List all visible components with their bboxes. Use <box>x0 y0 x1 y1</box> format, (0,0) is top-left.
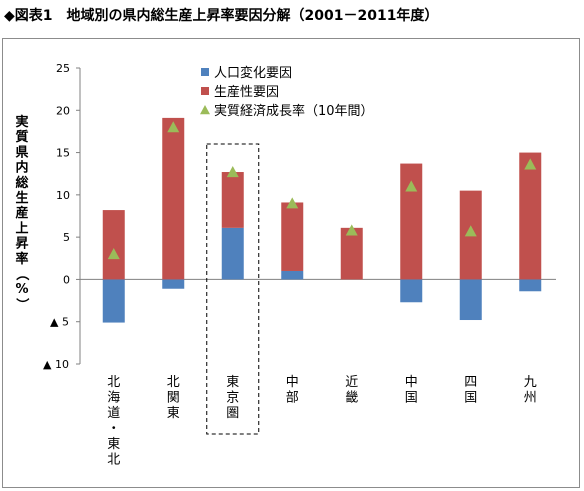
bar-productivity <box>519 152 542 280</box>
y-tick-label: 5 <box>63 231 70 244</box>
x-tick-label: 州 <box>524 391 537 406</box>
x-tick-label: 国 <box>464 391 477 406</box>
legend-swatch <box>201 68 209 76</box>
legend-swatch <box>201 87 209 95</box>
chart-title: ◆図表1 地域別の県内総生産上昇率要因分解（2001－2011年度） <box>4 8 439 24</box>
x-tick-label: 京 <box>226 391 239 406</box>
y-axis-label-char: 率 <box>15 251 28 267</box>
y-axis-label-char: 産 <box>15 205 28 221</box>
y-tick-label: ▲ 10 <box>43 358 69 371</box>
x-tick-label: 北 <box>107 453 120 468</box>
x-tick-label: 国 <box>405 391 418 406</box>
x-tick-label: 北 <box>167 375 180 390</box>
bar-population <box>221 227 244 280</box>
legend-label: 実質経済成長率（10年間） <box>214 103 374 119</box>
y-tick-labels: 25 20 15 10 5 0 ▲ 5 ▲ 10 <box>43 62 70 371</box>
x-tick-label: 九 <box>524 375 537 390</box>
growth-marker <box>107 248 120 260</box>
x-tick-label: 東 <box>107 436 120 452</box>
x-tick-label: ・ <box>107 422 120 437</box>
growth-marker <box>167 121 180 133</box>
y-tick-label: 10 <box>56 189 70 202</box>
bar-productivity <box>400 163 423 280</box>
bar-productivity <box>162 117 185 280</box>
x-tick-label: 圏 <box>226 406 239 421</box>
legend-label: 人口変化要因 <box>214 65 292 81</box>
x-tick-label: 東 <box>167 405 180 421</box>
bar-population <box>162 279 185 289</box>
x-tick-label: 中 <box>286 375 299 390</box>
x-tick-label: 海 <box>107 391 120 406</box>
bar-productivity <box>221 172 244 228</box>
bar-productivity <box>340 227 363 280</box>
markers <box>107 121 537 260</box>
highlight-box <box>206 143 260 435</box>
legend-swatch <box>200 105 210 115</box>
growth-marker <box>286 197 299 209</box>
y-axis-label-char: 県 <box>15 145 28 160</box>
bar-population <box>459 279 482 321</box>
y-axis-label-char: 総 <box>15 175 28 191</box>
y-axis-label-char: 実 <box>15 114 28 130</box>
x-tick-label: 畿 <box>345 391 358 406</box>
x-tick-label: 近 <box>345 375 358 390</box>
y-axis-label-char: 上 <box>15 221 28 236</box>
chart-frame <box>2 38 580 488</box>
bar-population <box>281 270 304 280</box>
bar-population <box>400 279 423 303</box>
growth-marker <box>464 225 477 237</box>
y-tick-label: 15 <box>56 147 70 160</box>
bar-population <box>102 279 125 323</box>
growth-marker <box>405 180 418 192</box>
bar-productivity <box>281 202 304 271</box>
x-tick-label: 東 <box>226 374 239 390</box>
y-tick-label: ▲ 5 <box>50 316 69 329</box>
y-axis-label-char: 質 <box>15 129 28 145</box>
y-axis-label-char: ） <box>14 298 30 311</box>
legend-label: 生産性要因 <box>214 84 279 100</box>
y-tick-label: 25 <box>56 62 70 75</box>
y-axis-label-char: （ <box>14 267 30 280</box>
y-axis-label-char: % <box>15 282 28 297</box>
x-tick-label: 四 <box>464 375 477 390</box>
y-axis-label-char: 生 <box>15 190 28 206</box>
y-axis-label-char: 内 <box>15 160 28 176</box>
x-tick-label: 関 <box>167 391 180 406</box>
x-tick-label: 道 <box>107 406 120 421</box>
bar-population <box>519 279 542 292</box>
x-tick-label: 部 <box>286 391 299 406</box>
y-axis-label-char: 昇 <box>15 237 28 252</box>
growth-marker <box>226 166 239 178</box>
growth-marker <box>345 224 358 236</box>
y-tick-label: 20 <box>56 104 70 117</box>
x-tick-label: 中 <box>405 375 418 390</box>
y-tick-label: 0 <box>63 273 70 286</box>
x-tick-label: 北 <box>107 375 120 390</box>
growth-marker <box>524 158 537 170</box>
bar-productivity <box>102 210 125 280</box>
